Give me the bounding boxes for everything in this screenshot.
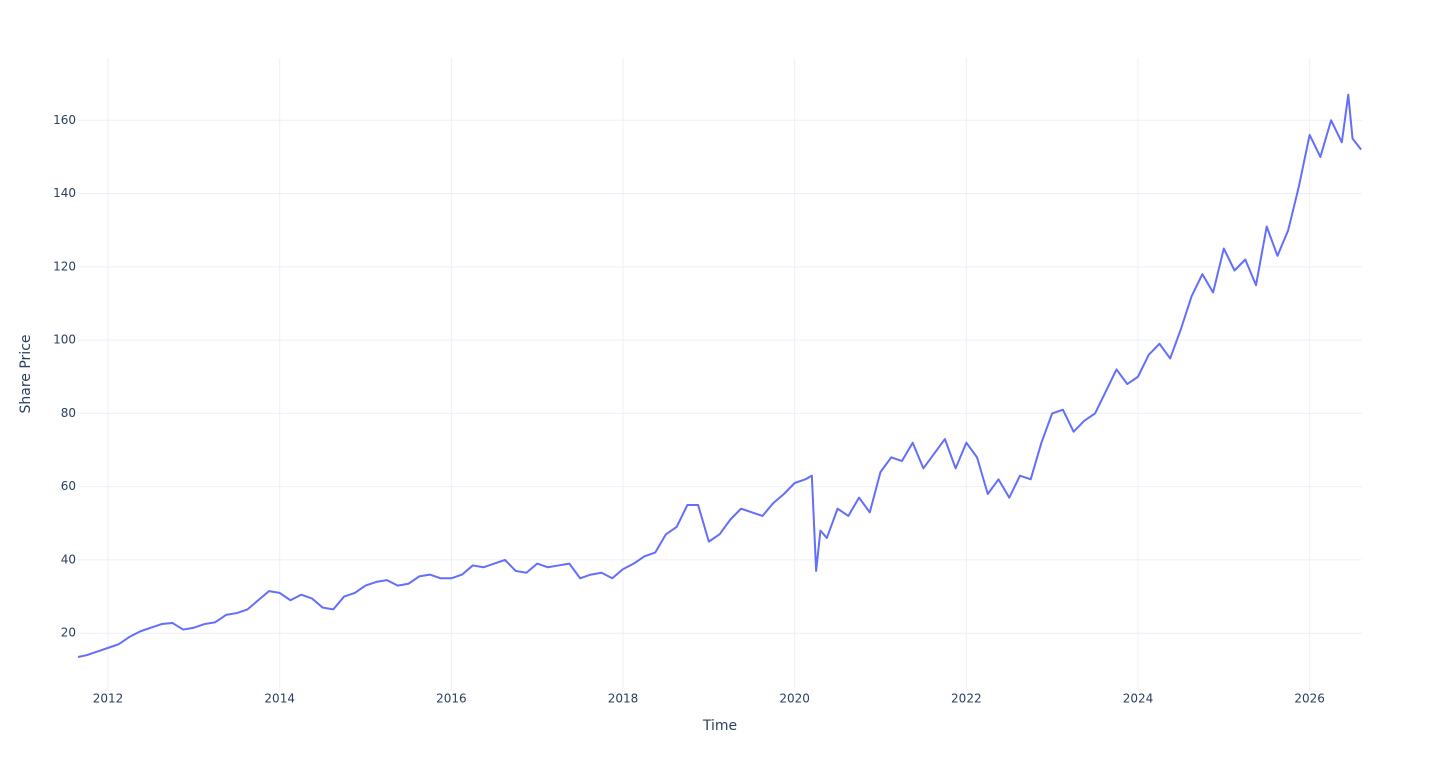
- y-tick-label: 20: [61, 626, 76, 640]
- x-tick-label: 2014: [264, 692, 295, 706]
- x-tick-label: 2026: [1294, 692, 1325, 706]
- x-tick-label: 2024: [1123, 692, 1154, 706]
- line-series: [77, 93, 1362, 659]
- x-tick-label: 2020: [779, 692, 810, 706]
- y-tick-label: 160: [53, 113, 76, 127]
- y-tick-label: 120: [53, 259, 76, 273]
- y-tick-label: 60: [61, 479, 76, 493]
- x-tick-label: 2018: [608, 692, 639, 706]
- y-axis-title: Share Price: [18, 334, 34, 413]
- x-tick-label: 2022: [951, 692, 982, 706]
- y-tick-label: 100: [53, 333, 76, 347]
- y-tick-label: 140: [53, 186, 76, 200]
- x-axis-title: Time: [702, 718, 737, 734]
- y-tick-label: 80: [61, 406, 76, 420]
- y-tick-label: 40: [61, 552, 76, 566]
- x-tick-label: 2012: [93, 692, 124, 706]
- x-tick-label: 2016: [436, 692, 467, 706]
